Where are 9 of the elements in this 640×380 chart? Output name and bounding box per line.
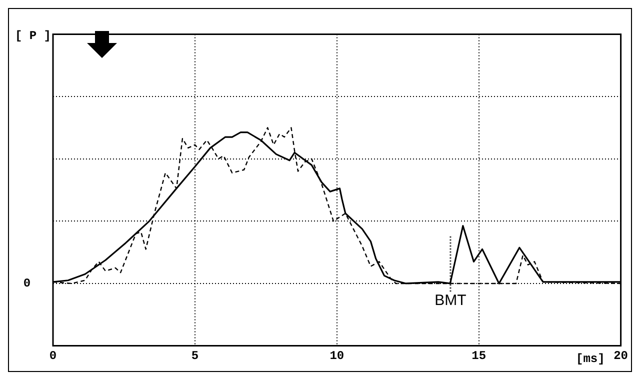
text: 0 (23, 276, 31, 290)
x-axis-title: [ms] (576, 352, 605, 366)
x-tick-label: 10 (330, 349, 344, 364)
x-tick-label: 0 (49, 349, 57, 364)
x-tick-label: 15 (472, 349, 486, 364)
text: [ P ] (15, 29, 52, 44)
x-tick-label: 5 (191, 349, 199, 364)
x-tick-label: 20 (614, 349, 628, 364)
ref-line-label: BMT (434, 292, 466, 310)
